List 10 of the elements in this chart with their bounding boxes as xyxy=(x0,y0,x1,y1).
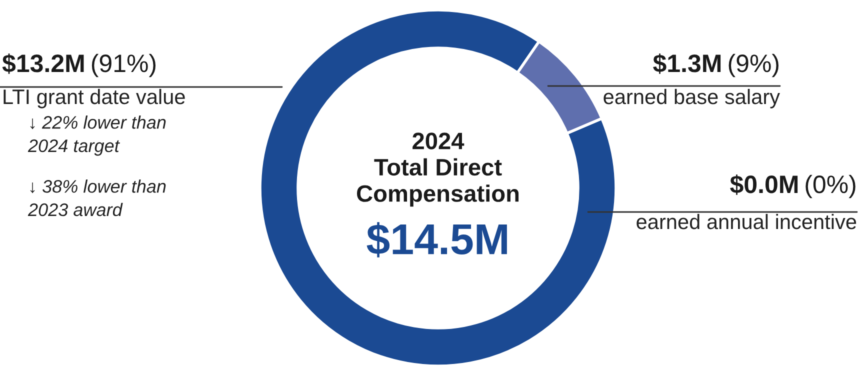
text: $14.5M xyxy=(366,222,507,258)
data-label: $13.2M (91%) xyxy=(2,53,156,78)
category-label: earned annual incentive xyxy=(636,214,856,230)
text: ↓ 22% lower than 2024 target xyxy=(28,116,166,156)
slice-label: earned base salary xyxy=(604,88,780,108)
text: ↓ 38% lower than 2023 award xyxy=(28,180,166,216)
slice-label: LTI grant date value xyxy=(4,88,185,108)
text: 2024 Total Direct Compensation xyxy=(356,132,519,207)
text: $0.0M (0%) xyxy=(730,174,856,198)
data-label: $1.3M (9%) xyxy=(653,53,778,78)
